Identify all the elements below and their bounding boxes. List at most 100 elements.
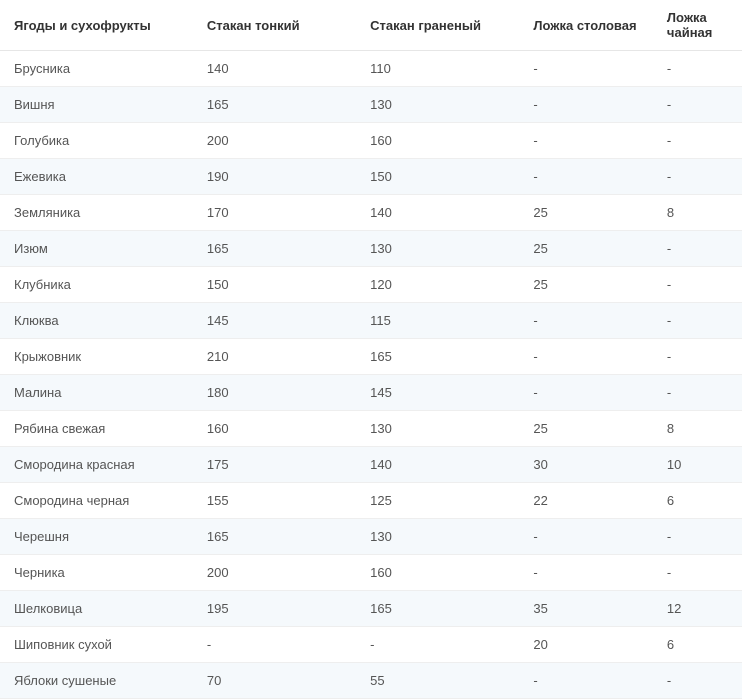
table-cell: - bbox=[653, 519, 742, 555]
table-cell: 165 bbox=[193, 87, 356, 123]
table-cell: Смородина красная bbox=[0, 447, 193, 483]
table-header: Ягоды и сухофрукты Стакан тонкий Стакан … bbox=[0, 0, 742, 51]
table-cell: Брусника bbox=[0, 51, 193, 87]
table-cell: 160 bbox=[193, 411, 356, 447]
table-cell: 10 bbox=[653, 447, 742, 483]
table-body: Брусника140110--Вишня165130--Голубика200… bbox=[0, 51, 742, 699]
col-header-thin-glass: Стакан тонкий bbox=[193, 0, 356, 51]
table-cell: - bbox=[653, 303, 742, 339]
table-cell: Крыжовник bbox=[0, 339, 193, 375]
table-cell: Черешня bbox=[0, 519, 193, 555]
table-cell: 25 bbox=[519, 195, 653, 231]
table-row: Клюква145115-- bbox=[0, 303, 742, 339]
table-cell: - bbox=[653, 339, 742, 375]
table-cell: 195 bbox=[193, 591, 356, 627]
table-cell: 8 bbox=[653, 195, 742, 231]
table-cell: - bbox=[653, 555, 742, 591]
table-cell: 110 bbox=[356, 51, 519, 87]
table-cell: - bbox=[193, 627, 356, 663]
table-cell: Клюква bbox=[0, 303, 193, 339]
table-cell: Малина bbox=[0, 375, 193, 411]
table-cell: 190 bbox=[193, 159, 356, 195]
table-cell: - bbox=[519, 663, 653, 699]
table-cell: 140 bbox=[356, 195, 519, 231]
table-cell: 130 bbox=[356, 231, 519, 267]
table-row: Смородина черная155125226 bbox=[0, 483, 742, 519]
table-cell: 200 bbox=[193, 123, 356, 159]
col-header-teaspoon: Ложка чайная bbox=[653, 0, 742, 51]
table-cell: 8 bbox=[653, 411, 742, 447]
table-row: Яблоки сушеные7055-- bbox=[0, 663, 742, 699]
table-cell: Рябина свежая bbox=[0, 411, 193, 447]
table-cell: 170 bbox=[193, 195, 356, 231]
table-cell: - bbox=[519, 375, 653, 411]
table-cell: Шелковица bbox=[0, 591, 193, 627]
table-cell: 130 bbox=[356, 411, 519, 447]
table-row: Рябина свежая160130258 bbox=[0, 411, 742, 447]
table-row: Черника200160-- bbox=[0, 555, 742, 591]
table-cell: 160 bbox=[356, 555, 519, 591]
table-cell: Ежевика bbox=[0, 159, 193, 195]
table-cell: - bbox=[519, 339, 653, 375]
table-row: Ежевика190150-- bbox=[0, 159, 742, 195]
table-cell: 22 bbox=[519, 483, 653, 519]
table-cell: 140 bbox=[356, 447, 519, 483]
table-cell: - bbox=[653, 123, 742, 159]
table-cell: - bbox=[519, 51, 653, 87]
header-row: Ягоды и сухофрукты Стакан тонкий Стакан … bbox=[0, 0, 742, 51]
table-cell: - bbox=[519, 555, 653, 591]
table-cell: - bbox=[519, 303, 653, 339]
table-cell: - bbox=[653, 267, 742, 303]
table-cell: 145 bbox=[193, 303, 356, 339]
table-cell: - bbox=[653, 87, 742, 123]
table-cell: 30 bbox=[519, 447, 653, 483]
measures-table: Ягоды и сухофрукты Стакан тонкий Стакан … bbox=[0, 0, 742, 699]
table-cell: - bbox=[356, 627, 519, 663]
table-cell: 70 bbox=[193, 663, 356, 699]
table-cell: 120 bbox=[356, 267, 519, 303]
table-cell: Голубика bbox=[0, 123, 193, 159]
table-cell: 115 bbox=[356, 303, 519, 339]
table-row: Шиповник сухой--206 bbox=[0, 627, 742, 663]
table-cell: - bbox=[519, 87, 653, 123]
col-header-tablespoon: Ложка столовая bbox=[519, 0, 653, 51]
table-cell: - bbox=[653, 51, 742, 87]
table-cell: 125 bbox=[356, 483, 519, 519]
table-row: Брусника140110-- bbox=[0, 51, 742, 87]
table-cell: 165 bbox=[193, 231, 356, 267]
table-cell: Черника bbox=[0, 555, 193, 591]
table-cell: 6 bbox=[653, 627, 742, 663]
table-cell: 145 bbox=[356, 375, 519, 411]
table-cell: 140 bbox=[193, 51, 356, 87]
table-cell: 150 bbox=[356, 159, 519, 195]
table-cell: 25 bbox=[519, 411, 653, 447]
table-cell: 160 bbox=[356, 123, 519, 159]
table-row: Земляника170140258 bbox=[0, 195, 742, 231]
table-row: Малина180145-- bbox=[0, 375, 742, 411]
table-row: Крыжовник210165-- bbox=[0, 339, 742, 375]
table-cell: 12 bbox=[653, 591, 742, 627]
table-cell: 210 bbox=[193, 339, 356, 375]
table-cell: 25 bbox=[519, 267, 653, 303]
table-row: Изюм16513025- bbox=[0, 231, 742, 267]
table-cell: 130 bbox=[356, 519, 519, 555]
table-row: Голубика200160-- bbox=[0, 123, 742, 159]
table-row: Черешня165130-- bbox=[0, 519, 742, 555]
col-header-product: Ягоды и сухофрукты bbox=[0, 0, 193, 51]
table-cell: Яблоки сушеные bbox=[0, 663, 193, 699]
table-cell: - bbox=[653, 231, 742, 267]
table-cell: - bbox=[653, 159, 742, 195]
table-cell: 155 bbox=[193, 483, 356, 519]
table-cell: - bbox=[519, 159, 653, 195]
table-row: Клубника15012025- bbox=[0, 267, 742, 303]
table-cell: 165 bbox=[356, 591, 519, 627]
table-cell: 180 bbox=[193, 375, 356, 411]
table-cell: - bbox=[519, 519, 653, 555]
table-cell: - bbox=[653, 663, 742, 699]
table-cell: 35 bbox=[519, 591, 653, 627]
table-cell: 6 bbox=[653, 483, 742, 519]
table-cell: 55 bbox=[356, 663, 519, 699]
table-cell: 165 bbox=[356, 339, 519, 375]
table-cell: - bbox=[653, 375, 742, 411]
table-cell: - bbox=[519, 123, 653, 159]
